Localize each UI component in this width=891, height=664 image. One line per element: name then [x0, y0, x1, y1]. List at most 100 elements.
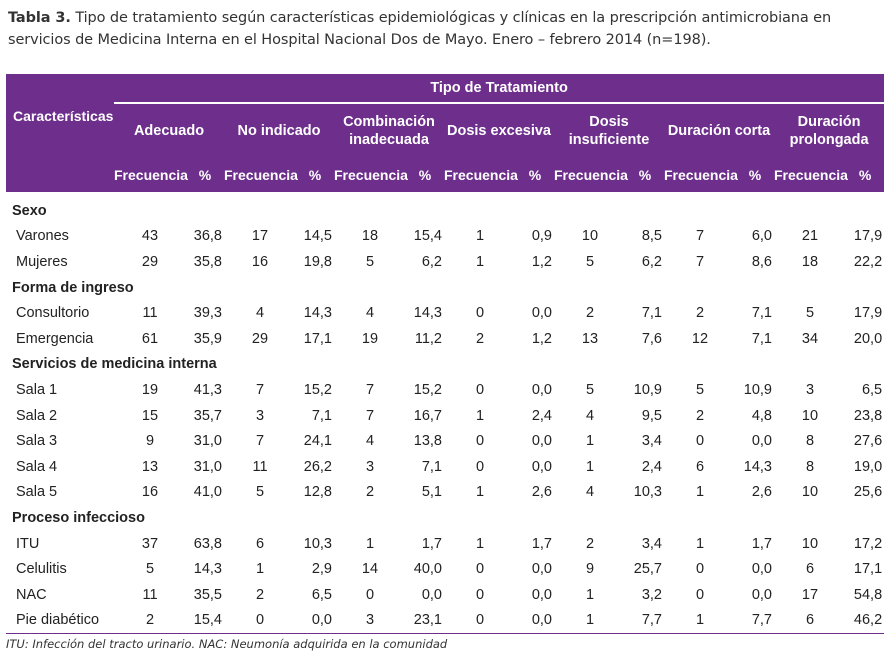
subheader-row: Frecuencia% Frecuencia% Frecuencia% Frecuen… [6, 158, 885, 192]
frequency-cell: 7 [255, 381, 265, 398]
frequency-cell: 5 [365, 253, 375, 270]
percent-cell: 25,7 [633, 561, 662, 578]
subheader-frecuencia: Frecuencia [774, 158, 848, 192]
row-label: Sala 1 [16, 381, 58, 398]
frequency-cell: 5 [145, 561, 155, 578]
frequency-cell: 2 [695, 407, 705, 424]
frequency-cell: 7 [255, 433, 265, 450]
subheader-percent: % [846, 158, 885, 192]
frequency-cell: 1 [695, 535, 705, 552]
table-footnote: ITU: Infección del tracto urinario. NAC:… [6, 637, 448, 651]
percent-cell: 15,2 [303, 381, 332, 398]
subheader-frecuencia: Frecuencia [444, 158, 518, 192]
subheader-blank [6, 158, 114, 192]
row-label: Sala 2 [16, 407, 58, 424]
percent-cell: 0,0 [531, 586, 552, 603]
frequency-cell: 6 [805, 561, 815, 578]
percent-cell: 8,5 [641, 228, 662, 245]
frequency-cell: 12 [691, 330, 709, 347]
frequency-cell: 7 [365, 381, 375, 398]
table-row: Celulitis 5 14,3 1 2,9 14 40,0 0 0,0 9 25,7 0 0,0 6 17… [6, 556, 884, 582]
percent-cell: 35,8 [193, 253, 222, 270]
subheader-frecuencia: Frecuencia [114, 158, 188, 192]
percent-cell: 0,0 [531, 458, 552, 475]
frequency-cell: 3 [365, 458, 375, 475]
table-row: Emergencia 61 35,9 29 17,1 19 11,2 2 1,2 13 7,6 12 7… [6, 326, 884, 352]
percent-cell: 8,6 [751, 253, 772, 270]
percent-cell: 36,8 [193, 228, 222, 245]
percent-cell: 0,0 [516, 607, 554, 635]
frequency-cell: 1 [475, 228, 485, 245]
subheader-percent: % [736, 158, 774, 192]
frequency-cell: 1 [585, 586, 595, 603]
frequency-cell: 1 [585, 433, 595, 450]
frequency-cell: 1 [554, 607, 626, 635]
percent-cell: 1,7 [751, 535, 772, 552]
percent-cell: 41,3 [193, 381, 222, 398]
frequency-cell: 13 [581, 330, 599, 347]
percent-cell: 10,9 [633, 381, 662, 398]
percent-cell: 40,0 [413, 561, 442, 578]
row-label: NAC [16, 586, 47, 603]
percent-cell: 7,7 [736, 607, 774, 635]
frequency-cell: 15 [141, 407, 159, 424]
percent-cell: 24,1 [303, 433, 332, 450]
table-row: Sala 3 9 31,0 7 24,1 4 13,8 0 0,0 1 3,4 0 0,0 8 27,6 [6, 428, 884, 454]
frequency-cell: 7 [695, 228, 705, 245]
frequency-cell: 18 [361, 228, 379, 245]
percent-cell: 3,4 [641, 535, 662, 552]
frequency-cell: 7 [695, 253, 705, 270]
frequency-cell: 0 [365, 586, 375, 603]
percent-cell: 4,8 [751, 407, 772, 424]
frequency-cell: 61 [141, 330, 159, 347]
table-row: Mujeres 29 35,8 16 19,8 5 6,2 1 1,2 5 6,2 7 8,6 18 22,… [6, 249, 884, 275]
subheader-frecuencia: Frecuencia [664, 158, 738, 192]
subheader-percent: % [296, 158, 334, 192]
frequency-cell: 2 [585, 305, 595, 322]
percent-cell: 6,2 [421, 253, 442, 270]
frequency-cell: 11 [142, 305, 158, 322]
percent-cell: 17,2 [853, 535, 883, 552]
type-header-adecuado: Adecuado [114, 103, 224, 158]
percent-cell: 19,0 [853, 458, 883, 475]
frequency-cell: 13 [141, 458, 159, 475]
frequency-cell: 3 [255, 407, 265, 424]
frequency-cell: 18 [801, 253, 819, 270]
type-header-dosis-excesiva: Dosis excesiva [444, 103, 554, 158]
frequency-cell: 9 [585, 561, 595, 578]
percent-cell: 15,2 [413, 381, 442, 398]
row-label: Sala 5 [16, 484, 58, 501]
percent-cell: 35,9 [193, 330, 222, 347]
table-header: Características Tipo de Tratamiento Adec… [6, 74, 885, 192]
frequency-cell: 10 [581, 228, 599, 245]
percent-cell: 17,9 [853, 228, 883, 245]
table-row: Sala 1 19 41,3 7 15,2 7 15,2 0 0,0 5 10,9 5 10,9 3 6,5 [6, 377, 884, 403]
row-label: Varones [16, 228, 69, 245]
frequency-cell: 5 [255, 484, 265, 501]
table-body: Sexo Varones 43 36,8 17 14,5 18 15,4 1 0,9 10 8,5 7 6… [6, 192, 885, 635]
percent-cell: 14,3 [193, 561, 222, 578]
frequency-cell: 19 [141, 381, 159, 398]
section-title: Servicios de medicina interna [12, 356, 217, 373]
frequency-cell: 21 [801, 228, 819, 245]
percent-cell: 10,9 [743, 381, 772, 398]
treatment-table: Características Tipo de Tratamiento Adec… [6, 74, 885, 635]
frequency-cell: 0 [475, 305, 485, 322]
caption-label: Tabla 3. [8, 10, 71, 26]
row-label: Pie diabético [6, 607, 114, 635]
frequency-cell: 0 [475, 458, 485, 475]
percent-cell: 31,0 [193, 433, 222, 450]
percent-cell: 54,8 [853, 586, 883, 603]
percent-cell: 23,1 [406, 607, 444, 635]
percent-cell: 15,4 [186, 607, 224, 635]
frequency-cell: 0 [475, 586, 485, 603]
percent-cell: 7,1 [751, 330, 772, 347]
percent-cell: 35,5 [193, 586, 222, 603]
frequency-cell: 4 [365, 433, 375, 450]
percent-cell: 25,6 [853, 484, 883, 501]
frequency-cell: 17 [251, 228, 269, 245]
percent-cell: 2,6 [531, 484, 552, 501]
frequency-cell: 6 [695, 458, 705, 475]
percent-cell: 2,4 [531, 407, 552, 424]
frequency-cell: 2 [475, 330, 485, 347]
